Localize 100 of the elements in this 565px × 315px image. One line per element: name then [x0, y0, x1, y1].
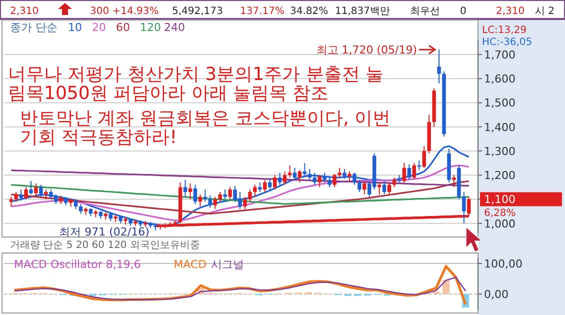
candlestick	[188, 183, 192, 200]
candlestick	[332, 173, 336, 188]
text: 60	[116, 21, 130, 34]
candlestick	[34, 183, 38, 198]
candlestick	[437, 49, 441, 84]
candlestick	[422, 146, 426, 168]
candlestick	[387, 182, 392, 195]
y-tick-label: 1,700	[484, 48, 516, 62]
candlestick	[183, 179, 188, 198]
text: 11,837백만	[335, 6, 390, 17]
candlestick	[243, 196, 247, 210]
text: HC:-36,05	[482, 37, 532, 48]
candlestick	[322, 172, 326, 183]
line-series	[10, 180, 470, 214]
candlestick	[223, 189, 227, 200]
annotation: 기회 적극동참하라!	[20, 127, 177, 148]
text: 10	[68, 21, 82, 34]
candlestick	[19, 189, 23, 201]
candlestick	[358, 179, 362, 192]
candlestick	[302, 162, 307, 176]
candlestick	[452, 174, 456, 188]
annotation: 최고 1,720 (05/19)	[316, 44, 418, 57]
text: 1,100	[484, 193, 516, 206]
y-tick-label: 1,000	[484, 217, 516, 230]
text: 20	[92, 21, 106, 34]
line-series	[14, 276, 466, 300]
candlestick	[362, 182, 366, 195]
text: 120	[140, 21, 161, 34]
text: 시 2	[535, 6, 555, 17]
text: 0	[460, 6, 466, 17]
candlestick	[14, 191, 18, 202]
text: 34.82%	[290, 6, 328, 17]
candlestick	[382, 180, 386, 195]
text: MACD Oscillator 8,19,6	[14, 258, 141, 271]
text: 2,310	[496, 6, 525, 17]
candlestick	[263, 179, 267, 192]
text: LC:13,29	[482, 25, 527, 36]
candlestick	[312, 172, 317, 186]
y-tick-label: 0,00	[484, 288, 508, 302]
y-tick-label: 1,200	[484, 169, 516, 182]
y-tick-label: 1,600	[484, 72, 516, 86]
annotation: 최저 971 (02/16)	[59, 225, 150, 238]
candlestick	[462, 191, 466, 224]
legend-title: 종가 단순	[10, 21, 58, 34]
candlestick	[253, 184, 257, 198]
y-tick-label: 1,500	[484, 96, 516, 110]
candlestick	[228, 186, 232, 200]
candlestick	[49, 189, 53, 200]
candlestick	[29, 180, 33, 195]
candlestick	[282, 170, 287, 186]
candlestick	[54, 194, 58, 205]
candlestick	[218, 191, 222, 202]
line-series	[10, 164, 470, 222]
text: 300 +14.93%	[90, 6, 159, 17]
y-tick-label: 1,400	[484, 120, 516, 134]
candlestick	[44, 189, 48, 200]
text: 거래량 단순 5 20 60 120 외국인보유비중	[10, 240, 200, 251]
text: 최우선	[410, 6, 440, 17]
candlestick	[39, 184, 43, 198]
candlestick	[392, 177, 396, 188]
candlestick	[272, 174, 277, 190]
candlestick	[328, 176, 332, 188]
text: 5,492,173	[172, 6, 223, 17]
candlestick	[308, 168, 312, 180]
candlestick	[238, 191, 242, 210]
candlestick	[9, 196, 13, 207]
candlestick	[412, 162, 416, 180]
candlestick	[78, 204, 83, 214]
y-tick-label: 100,00	[484, 258, 522, 271]
candlestick	[407, 164, 412, 180]
bar	[442, 280, 450, 294]
candlestick	[278, 172, 282, 186]
candlestick	[193, 184, 198, 205]
text: 2,310	[10, 6, 39, 17]
text: 6,28%	[484, 208, 516, 220]
candlestick	[74, 198, 78, 210]
bar	[432, 292, 440, 294]
annotation: 림목1050원 퍼담아라 아래 눌림목 참조	[8, 83, 329, 104]
candlestick	[24, 186, 28, 200]
candlestick	[213, 196, 217, 210]
candlestick	[338, 167, 342, 178]
candlestick	[352, 172, 356, 186]
candlestick	[348, 170, 352, 182]
candlestick	[342, 168, 346, 180]
candlestick	[248, 189, 252, 202]
annotation: 너무나 저평가 청산가치 3분의1주가 분출전 눌	[8, 64, 384, 85]
annotation: 반토막난 계좌 원금회복은 코스닥뿐이다, 이번	[20, 108, 391, 129]
series-label: 시그널	[210, 258, 244, 271]
candlestick	[402, 162, 406, 183]
candlestick	[292, 167, 297, 180]
candlestick	[298, 170, 302, 183]
candlestick	[288, 164, 292, 178]
series-label: MACD	[174, 258, 207, 271]
y-tick-label: 1,300	[484, 144, 516, 158]
candlestick	[318, 174, 322, 188]
line-series	[10, 145, 470, 226]
candlestick	[258, 182, 262, 192]
text: 240	[164, 21, 185, 34]
text: 137.17%	[240, 6, 284, 17]
candlestick	[233, 185, 237, 202]
